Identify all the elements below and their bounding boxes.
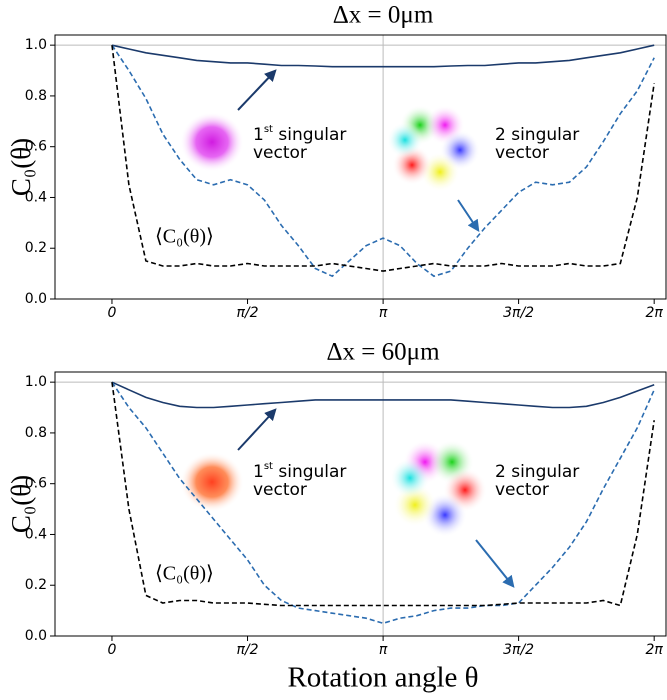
annotation-part: st	[264, 124, 273, 135]
annotation: 2 singular	[495, 125, 579, 145]
subplot: 0.0 0.2 0.4 0.6 0.8 1.0 0 π/2 π 3π/2 2π Δx = 0μm C₀(…	[6, 2, 667, 321]
y-tick-label: 0.0	[25, 628, 47, 644]
series-line	[111, 381, 655, 625]
annotation-part: 1	[253, 125, 264, 145]
x-tick-label: 0	[107, 305, 116, 321]
arrow	[237, 69, 277, 111]
y-axis-label: C₀(θ)	[6, 475, 36, 533]
annotation: ⟨C₀(θ)⟩	[155, 226, 214, 248]
mode-image	[180, 452, 244, 512]
annotation-part: st	[264, 461, 273, 472]
subplot: 0.0 0.2 0.4 0.6 0.8 1.0 0 π/2 π 3π/2 2π Δx = 60μm C₀…	[6, 339, 667, 694]
y-tick-label: 0.6	[25, 139, 47, 155]
x-tick-label: π	[379, 642, 388, 658]
arrows	[237, 69, 515, 588]
x-tick-label: π/2	[237, 305, 259, 321]
annotation-part: singular	[273, 462, 346, 482]
mode-image	[180, 112, 244, 172]
mode-images	[180, 105, 487, 537]
annotation: vector	[253, 143, 307, 163]
mode-image	[390, 440, 487, 537]
x-tick-label: π/2	[237, 642, 259, 658]
axes-frame	[54, 371, 667, 637]
y-tick-label: 0.8	[25, 88, 47, 104]
annotation: vector	[495, 143, 549, 163]
y-tick-label: 1.0	[25, 374, 47, 390]
annotation: 2 singular	[495, 462, 579, 482]
arrow	[237, 408, 277, 451]
chart-title: Δx = 0μm	[333, 2, 434, 29]
series-line	[111, 381, 655, 409]
x-tick-label: 0	[107, 642, 116, 658]
x-tick-label: π	[379, 305, 388, 321]
y-tick-label: 0.4	[25, 189, 47, 205]
x-tick-label: 2π	[646, 305, 664, 321]
mode-image	[387, 105, 480, 192]
annotation-part: 1	[253, 462, 264, 482]
y-tick-label: 0.6	[25, 476, 47, 492]
y-axis-label: C₀(θ)	[6, 138, 36, 196]
x-axis-label: Rotation angle θ	[287, 662, 478, 694]
y-tick-label: 0.8	[25, 425, 47, 441]
series-line	[111, 45, 655, 272]
x-tick-label: 3π/2	[503, 305, 534, 321]
series-line	[111, 382, 655, 607]
chart-title: Δx = 60μm	[326, 339, 440, 366]
series-line	[111, 44, 655, 278]
x-tick-label: 2π	[646, 642, 664, 658]
y-tick-label: 1.0	[25, 37, 47, 53]
arrow	[457, 199, 480, 232]
annotation: vector	[495, 480, 549, 500]
axes-frame	[54, 34, 667, 300]
y-tick-label: 0.2	[25, 240, 47, 256]
x-tick-label: 3π/2	[503, 642, 534, 658]
y-tick-label: 0.2	[25, 577, 47, 593]
annotation: vector	[253, 480, 307, 500]
arrow	[475, 539, 515, 588]
y-tick-label: 0.0	[25, 291, 47, 307]
annotation: ⟨C₀(θ)⟩	[155, 563, 214, 585]
series-line	[111, 44, 655, 68]
annotation-part: singular	[273, 125, 346, 145]
annotation: 1st singular	[253, 124, 346, 145]
annotation: 1st singular	[253, 461, 346, 482]
y-tick-label: 0.4	[25, 526, 47, 542]
